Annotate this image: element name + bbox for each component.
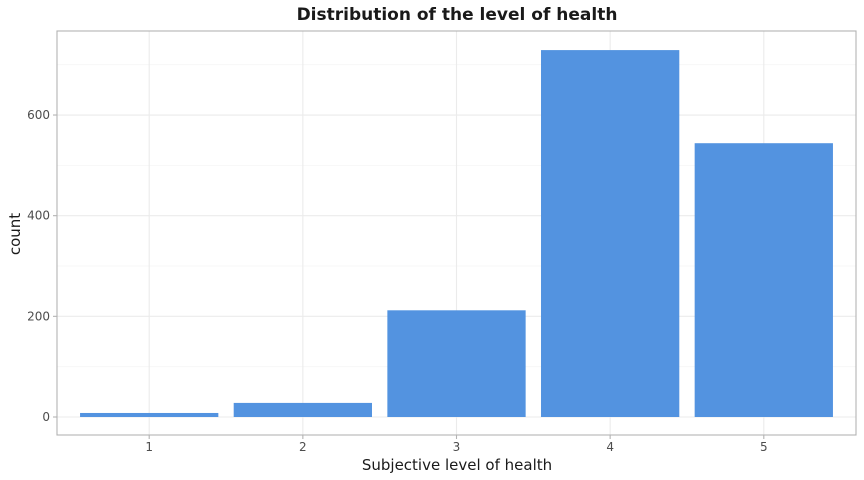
x-tick-label: 1 <box>145 440 153 454</box>
bar-5 <box>694 143 833 417</box>
y-tick-label: 400 <box>27 209 50 223</box>
y-tick-label: 200 <box>27 309 50 323</box>
x-tick-label: 4 <box>606 440 614 454</box>
bar-1 <box>80 412 219 417</box>
x-tick-label: 3 <box>453 440 461 454</box>
bars <box>80 50 833 417</box>
bar-3 <box>387 310 526 417</box>
x-axis-ticks: 1 2 3 4 5 <box>145 435 768 454</box>
x-tick-label: 2 <box>299 440 307 454</box>
chart-title: Distribution of the level of health <box>297 5 618 25</box>
y-tick-label: 0 <box>42 410 50 424</box>
y-axis-ticks: 0 200 400 600 <box>27 108 57 424</box>
bar-4 <box>541 50 680 417</box>
bar-2 <box>233 402 372 417</box>
y-tick-label: 600 <box>27 108 50 122</box>
x-axis-title: Subjective level of health <box>362 456 552 474</box>
x-tick-label: 5 <box>760 440 768 454</box>
y-axis-title: count <box>6 213 24 255</box>
